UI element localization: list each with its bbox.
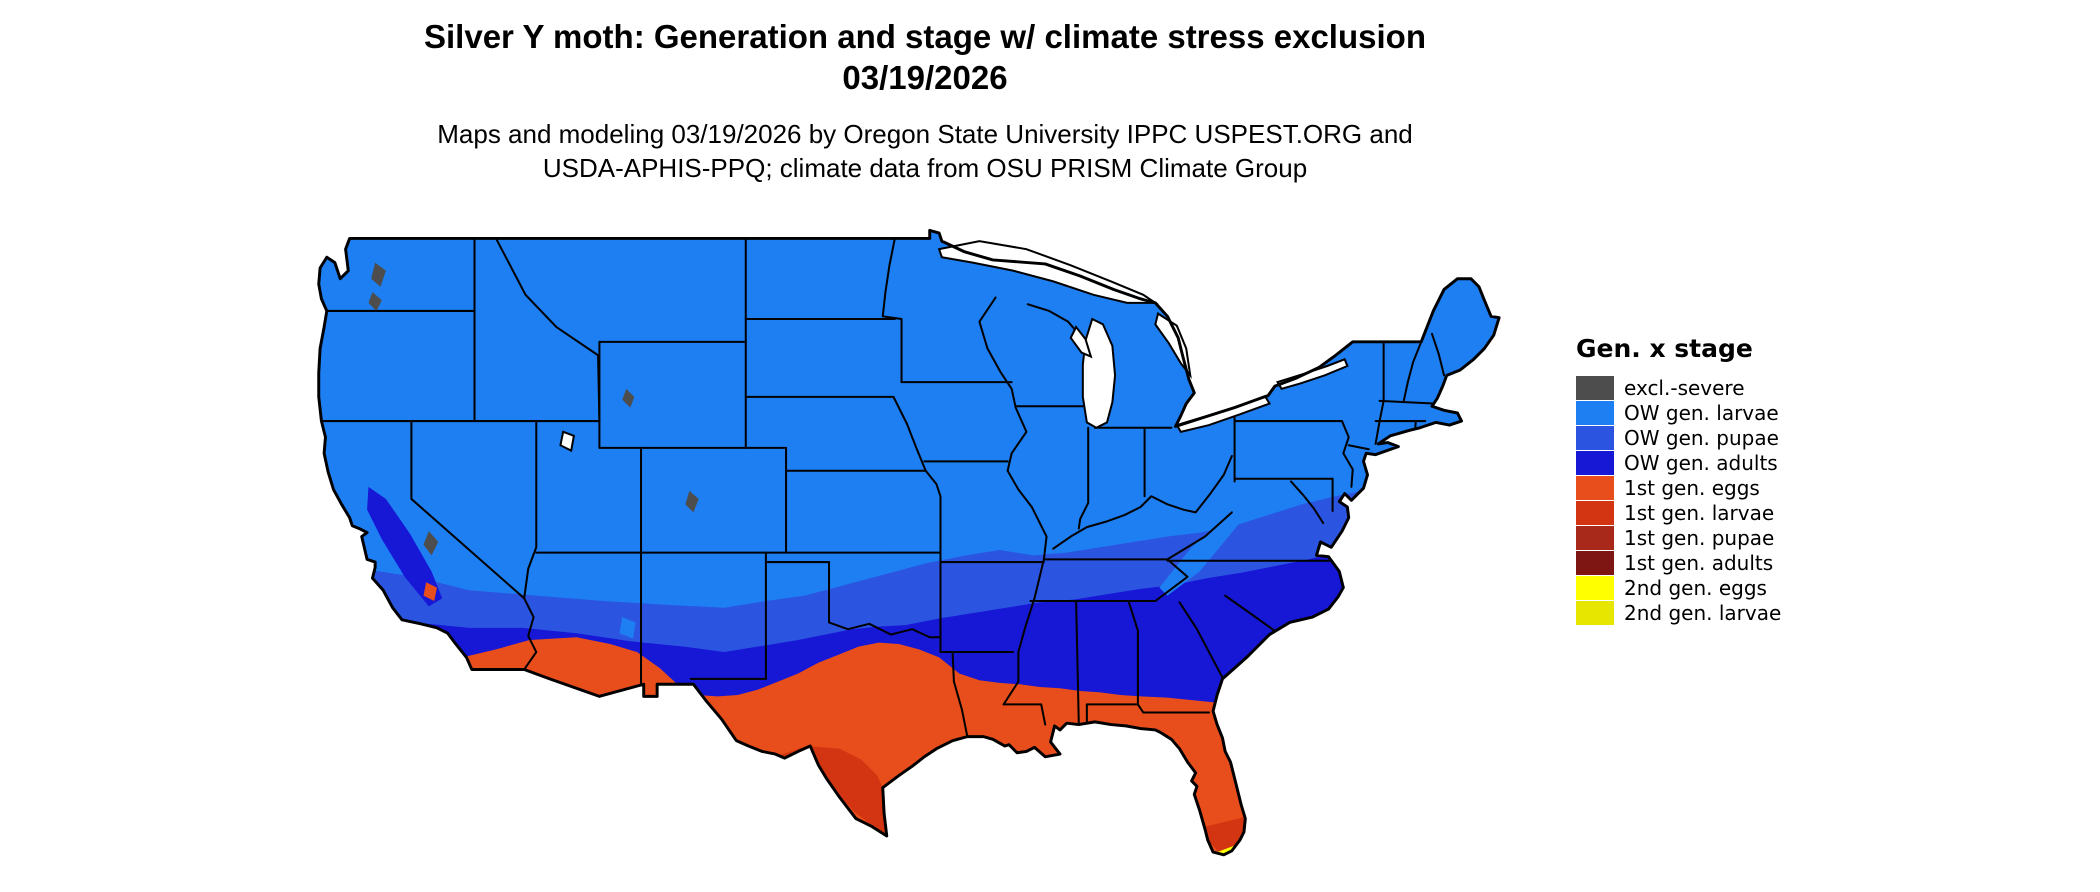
legend-item: 1st gen. eggs (1576, 475, 1876, 500)
legend-swatch (1576, 600, 1614, 625)
legend-item: excl.-severe (1576, 375, 1876, 400)
title-line-1: Silver Y moth: Generation and stage w/ c… (424, 18, 1426, 55)
legend-swatch (1576, 375, 1614, 400)
legend-label: OW gen. larvae (1624, 400, 1779, 425)
legend-label: 1st gen. adults (1624, 550, 1774, 575)
legend-label: OW gen. adults (1624, 450, 1778, 475)
legend-swatch (1576, 525, 1614, 550)
legend-swatch (1576, 450, 1614, 475)
legend-swatch (1576, 425, 1614, 450)
legend: Gen. x stage excl.-severe OW gen. larvae O… (1576, 334, 1876, 625)
legend-swatch (1576, 550, 1614, 575)
region-az-highlands-blue (619, 617, 636, 639)
us-map-svg (317, 228, 1501, 865)
legend-label: 1st gen. eggs (1624, 475, 1760, 500)
legend-swatch (1576, 575, 1614, 600)
region-central-valley-orange (423, 582, 437, 601)
us-outline (317, 228, 1501, 857)
lake-michigan (1081, 317, 1117, 429)
legend-item: OW gen. adults (1576, 450, 1876, 475)
legend-swatch (1576, 500, 1614, 525)
legend-label: OW gen. pupae (1624, 425, 1779, 450)
lake-superior (937, 240, 1159, 304)
region-excl-severe-specks (368, 262, 699, 556)
legend-item: 1st gen. adults (1576, 550, 1876, 575)
page-title: Silver Y moth: Generation and stage w/ c… (0, 16, 1850, 99)
legend-label: 1st gen. larvae (1624, 500, 1775, 525)
subtitle-line-1: Maps and modeling 03/19/2026 by Oregon S… (437, 119, 1413, 149)
legend-swatch (1576, 475, 1614, 500)
region-ow-larvae (318, 230, 1500, 855)
legend-item: 2nd gen. eggs (1576, 575, 1876, 600)
region-2nd-larvae-fl (1229, 856, 1240, 865)
legend-label: 2nd gen. larvae (1624, 600, 1782, 625)
legend-item: 2nd gen. larvae (1576, 600, 1876, 625)
legend-label: 2nd gen. eggs (1624, 575, 1767, 600)
us-generation-stage-map (308, 224, 1530, 884)
page-subtitle: Maps and modeling 03/19/2026 by Oregon S… (0, 118, 1850, 186)
legend-item: OW gen. larvae (1576, 400, 1876, 425)
title-line-2: 03/19/2026 (842, 59, 1008, 97)
state-borders (320, 237, 1446, 738)
subtitle-line-2: USDA-APHIS-PPQ; climate data from OSU PR… (542, 152, 1308, 183)
great-salt-lake (559, 430, 576, 453)
legend-item: 1st gen. pupae (1576, 525, 1876, 550)
legend-items: excl.-severe OW gen. larvae OW gen. pupae O… (1576, 375, 1876, 625)
legend-swatch (1576, 400, 1614, 425)
legend-label: excl.-severe (1624, 375, 1745, 400)
legend-item: OW gen. pupae (1576, 425, 1876, 450)
region-central-valley-dark (367, 486, 443, 607)
legend-label: 1st gen. pupae (1624, 525, 1775, 550)
great-lakes (559, 240, 1349, 453)
stage-regions (318, 230, 1500, 865)
green-bay (1069, 325, 1093, 359)
legend-title: Gen. x stage (1576, 334, 1753, 363)
legend-item: 1st gen. larvae (1576, 500, 1876, 525)
